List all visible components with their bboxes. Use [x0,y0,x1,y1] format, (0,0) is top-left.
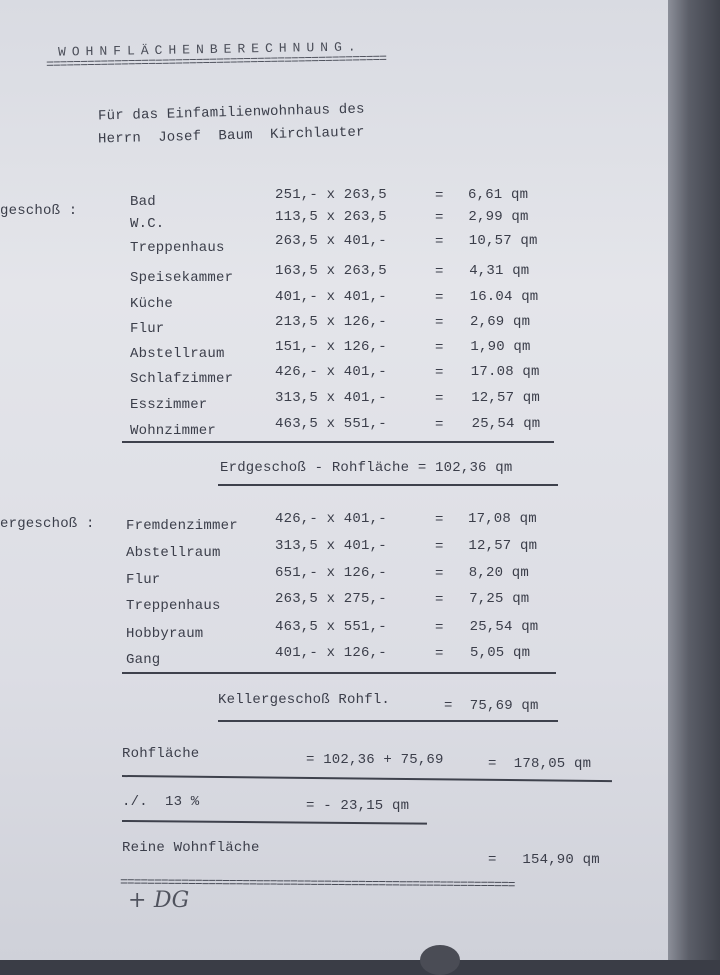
equals-sign: = [435,417,444,433]
equals-sign: = [435,234,444,250]
erdgeschoss-total: Erdgeschoß - Rohfläche = 102,36 qm [220,460,513,476]
room-dimensions: 401,- x 126,- [275,645,387,661]
handwritten-note: + DG [128,888,190,913]
room-dimensions: 113,5 x 263,5 [275,209,387,225]
equals-sign: = [435,188,444,204]
room-area: 6,61 qm [468,187,529,203]
room-dimensions: 426,- x 401,- [275,511,387,527]
room-dimensions: 163,5 x 263,5 [275,263,387,279]
equals-sign: = [435,391,444,407]
room-area: 10,57 qm [468,233,538,249]
page-edge-shadow [668,0,720,960]
room-area: 17.08 qm [470,364,540,380]
equals-sign: = [435,592,444,608]
divider [218,484,558,486]
equals-sign: = [435,566,444,582]
room-name: Treppenhaus [126,598,221,614]
room-name: Esszimmer [130,397,208,413]
room-area: 16.04 qm [469,289,539,305]
divider [218,720,558,722]
room-area: 4,31 qm [469,263,530,279]
room-dimensions: 213,5 x 126,- [275,314,387,330]
equals-sign: = [435,315,444,331]
room-name: Speisekammer [130,270,234,286]
room-dimensions: 463,5 x 551,- [275,416,387,432]
room-area: 5,05 qm [470,645,531,661]
room-area: 7,25 qm [469,591,530,607]
abzug-value: = - 23,15 qm [306,798,410,814]
room-name: Abstellraum [130,346,225,362]
room-dimensions: 251,- x 263,5 [275,187,387,203]
room-area: 8,20 qm [468,565,530,581]
room-area: 25,54 qm [469,619,539,635]
room-dimensions: 426,- x 401,- [275,364,387,380]
rohflaeche-value: = 178,05 qm [488,756,592,772]
room-name: Küche [130,296,174,312]
room-name: Abstellraum [126,545,221,561]
equals-sign: = [435,365,444,381]
room-area: 1,90 qm [470,339,531,355]
document-page [0,0,668,960]
room-dimensions: 313,5 x 401,- [275,390,387,406]
equals-sign: = [435,539,444,555]
room-dimensions: 263,5 x 275,- [275,591,387,607]
equals-sign: = [435,264,444,280]
room-name: Fremdenzimmer [126,518,238,534]
room-area: 17,08 qm [468,511,537,527]
rohflaeche-formula: = 102,36 + 75,69 [306,752,444,768]
kellergeschoss-total-value: = 75,69 qm [444,698,539,714]
abzug-label: ./. 13 % [122,794,200,810]
room-dimensions: 651,- x 126,- [275,565,387,581]
room-dimensions: 401,- x 401,- [275,289,387,305]
dark-mark [420,945,460,975]
room-dimensions: 463,5 x 551,- [275,619,387,635]
room-dimensions: 263,5 x 401,- [275,233,387,249]
equals-sign: = [435,210,444,226]
equals-sign: = [435,512,444,528]
room-name: Flur [130,321,165,337]
room-name: Treppenhaus [130,240,225,256]
equals-sign: = [435,620,444,636]
rohflaeche-label: Rohfläche [122,746,200,762]
room-area: 2,99 qm [468,209,529,225]
reine-wohnflaeche-value: = 154,90 qm [488,852,600,868]
room-dimensions: 313,5 x 401,- [275,538,387,554]
room-area: 2,69 qm [470,314,531,330]
equals-sign: = [435,340,444,356]
equals-sign: = [435,290,444,306]
divider [122,441,554,443]
divider [122,672,556,674]
room-area: 12,57 qm [468,538,538,554]
room-name: Flur [126,572,161,588]
reine-wohnflaeche-label: Reine Wohnfläche [122,840,260,856]
room-area: 12,57 qm [471,390,540,406]
room-name: Bad [130,194,156,210]
room-name: Wohnzimmer [130,423,217,439]
room-dimensions: 151,- x 126,- [275,339,387,355]
room-name: Hobbyraum [126,626,204,642]
room-name: W.C. [130,216,165,232]
section-label-kellergeschoss: ergeschoß : [0,516,95,532]
room-name: Gang [126,652,161,668]
room-name: Schlafzimmer [130,371,234,387]
section-label-erdgeschoss: geschoß : [0,203,78,219]
room-area: 25,54 qm [471,416,541,432]
kellergeschoss-total-label: Kellergeschoß Rohfl. [218,692,391,708]
equals-sign: = [435,646,444,662]
